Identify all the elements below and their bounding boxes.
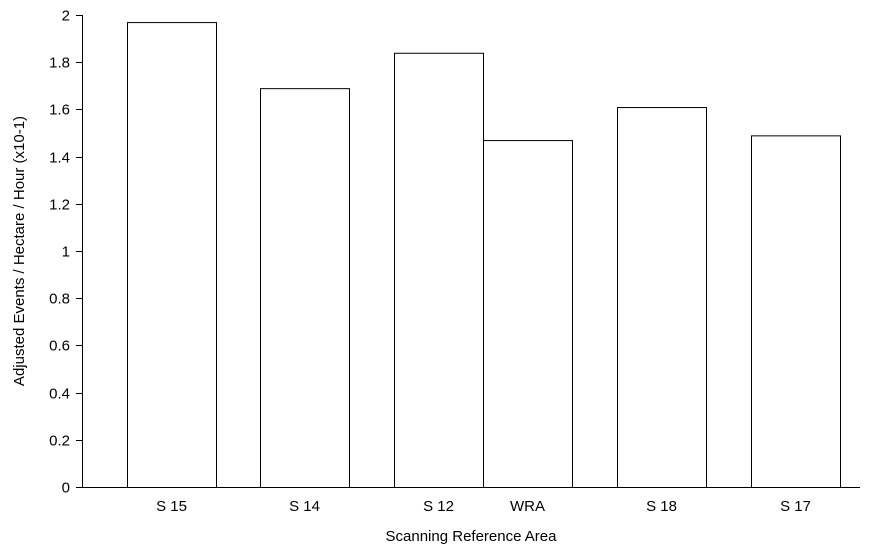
x-tick-label: S 18 <box>646 498 677 515</box>
y-tick-label: 1.4 <box>49 150 70 167</box>
y-tick-label: 2 <box>62 8 70 25</box>
x-tick-label: S 12 <box>423 498 454 515</box>
bars-group <box>127 22 841 489</box>
y-tick-label: 0.2 <box>49 433 70 450</box>
bar-s-18 <box>617 107 707 488</box>
x-axis-title: Scanning Reference Area <box>386 528 558 545</box>
y-tick-label: 1 <box>62 244 70 261</box>
y-tick-label: 0.4 <box>49 386 70 403</box>
y-tick-label: 1.8 <box>49 55 70 72</box>
x-axis: S 15 S 14 S 12 WRA S 18 S 17 <box>82 487 860 515</box>
x-tick-label: WRA <box>510 498 545 515</box>
x-tick-label: S 17 <box>780 498 811 515</box>
y-tick-label: 0.8 <box>49 291 70 308</box>
y-tick-label: 0.6 <box>49 338 70 355</box>
x-tick-label: S 15 <box>156 498 187 515</box>
bar-s-17 <box>751 135 841 489</box>
y-tick-label: 1.2 <box>49 197 70 214</box>
y-tick-label: 0 <box>62 480 70 497</box>
x-tick-label: S 14 <box>289 498 320 515</box>
bar-s-12 <box>394 52 484 488</box>
y-axis: 0 0.2 0.4 0.6 0.8 1 1.2 1.4 1.6 1.8 2 <box>49 8 83 497</box>
bar-wra <box>483 140 573 489</box>
y-axis-title: Adjusted Events / Hectare / Hour (x10-1) <box>11 116 28 386</box>
bar-s-14 <box>260 88 350 488</box>
y-tick-label: 1.6 <box>49 102 70 119</box>
bar-s-15 <box>127 22 217 489</box>
